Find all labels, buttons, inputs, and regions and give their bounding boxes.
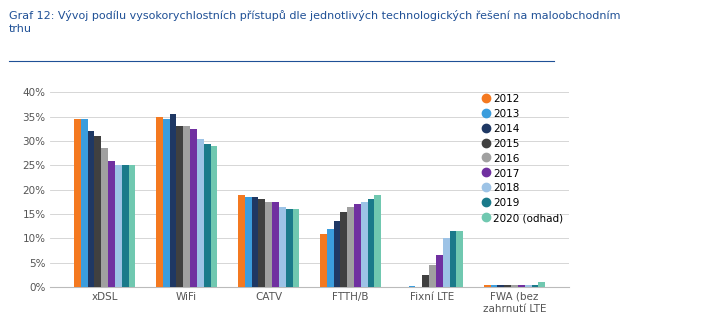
Bar	[170, 114, 176, 287]
Bar	[333, 221, 341, 287]
Bar	[511, 285, 518, 287]
Bar	[88, 131, 94, 287]
Bar	[436, 255, 443, 287]
Bar	[429, 265, 436, 287]
Bar	[443, 238, 449, 287]
Bar	[265, 202, 272, 287]
Bar	[341, 212, 347, 287]
Bar	[129, 165, 135, 287]
Bar	[292, 209, 300, 287]
Bar	[176, 126, 184, 287]
Bar	[525, 285, 531, 287]
Bar	[245, 197, 251, 287]
Bar	[327, 229, 333, 287]
Bar	[115, 165, 122, 287]
Bar	[518, 285, 525, 287]
Bar	[210, 146, 217, 287]
Bar	[504, 285, 511, 287]
Bar	[81, 119, 88, 287]
Bar	[374, 195, 382, 287]
Bar	[354, 204, 361, 287]
Bar	[347, 207, 354, 287]
Bar	[456, 231, 463, 287]
Text: Graf 12: Vývoj podílu vysokorychlostních přístupů dle jednotlivých technologický: Graf 12: Vývoj podílu vysokorychlostních…	[9, 10, 620, 34]
Bar	[498, 285, 504, 287]
Bar	[163, 119, 170, 287]
Bar	[286, 209, 292, 287]
Bar	[531, 285, 539, 287]
Bar	[272, 202, 279, 287]
Bar	[204, 144, 210, 287]
Bar	[361, 202, 368, 287]
Bar	[190, 129, 197, 287]
Bar	[102, 148, 108, 287]
Bar	[449, 231, 456, 287]
Bar	[258, 199, 265, 287]
Legend: 2012, 2013, 2014, 2015, 2016, 2017, 2018, 2019, 2020 (odhad): 2012, 2013, 2014, 2015, 2016, 2017, 2018…	[483, 94, 564, 223]
Bar	[94, 136, 102, 287]
Bar	[320, 234, 327, 287]
Bar	[484, 285, 490, 287]
Bar	[184, 126, 190, 287]
Bar	[238, 195, 245, 287]
Bar	[539, 282, 545, 287]
Bar	[197, 139, 204, 287]
Bar	[122, 165, 129, 287]
Bar	[279, 207, 286, 287]
Bar	[251, 197, 258, 287]
Bar	[423, 275, 429, 287]
Bar	[108, 161, 115, 287]
Bar	[409, 286, 415, 287]
Bar	[74, 119, 81, 287]
Bar	[156, 117, 163, 287]
Bar	[368, 199, 374, 287]
Bar	[490, 285, 498, 287]
